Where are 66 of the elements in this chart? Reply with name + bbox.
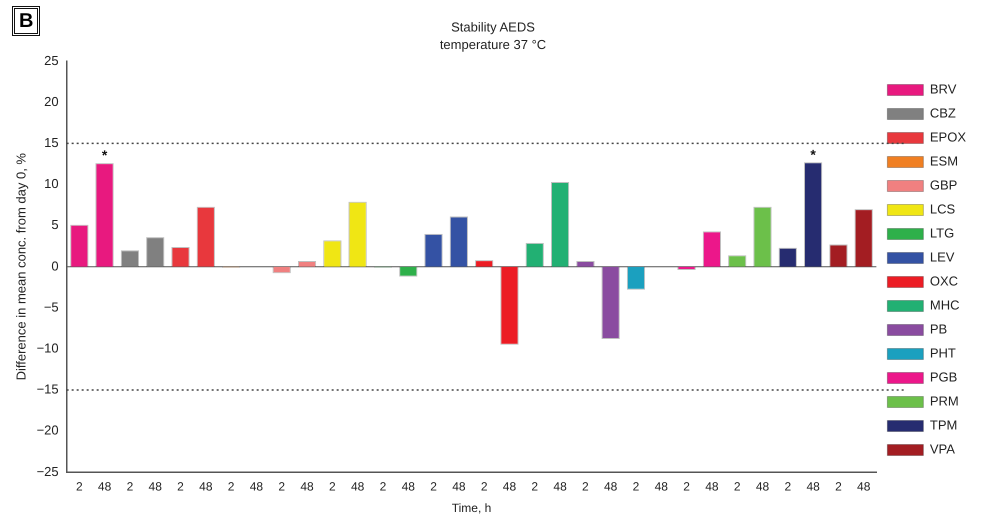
x-tick-label: 48 <box>250 480 264 494</box>
legend-label: GBP <box>930 178 958 193</box>
legend-label: PGB <box>930 370 958 385</box>
legend-label: LCS <box>930 202 956 217</box>
x-tick-label: 48 <box>300 480 314 494</box>
legend-label: LEV <box>930 250 955 265</box>
legend-label: CBZ <box>930 106 956 121</box>
y-tick-label: 0 <box>51 258 59 274</box>
x-tick-label: 2 <box>278 480 286 494</box>
x-tick-label: 48 <box>502 480 516 494</box>
x-tick-label: 48 <box>806 480 820 494</box>
x-tick-label: 2 <box>683 480 690 494</box>
x-tick-label: 48 <box>98 480 112 494</box>
legend-label: LTG <box>930 226 954 241</box>
chart-title: Stability AEDS <box>451 19 536 34</box>
x-tick-label: 2 <box>380 480 387 494</box>
x-tick-label: 2 <box>177 480 184 494</box>
x-tick-label: 2 <box>632 480 640 494</box>
x-tick-label: 2 <box>784 480 792 494</box>
legend-label: ESM <box>930 154 958 169</box>
legend-label: TPM <box>930 418 958 433</box>
x-tick-label: 48 <box>350 480 365 494</box>
x-tick-label: 48 <box>199 480 213 494</box>
chart-subtitle: temperature 37 °C <box>440 36 546 52</box>
y-tick-label: −25 <box>36 464 59 479</box>
x-tick-label: 2 <box>734 480 741 494</box>
x-tick-label: 48 <box>654 480 668 494</box>
y-tick-label: 10 <box>44 176 59 192</box>
y-tick-label: 20 <box>44 94 59 109</box>
x-tick-label: 48 <box>452 480 466 494</box>
legend-label: VPA <box>930 442 956 457</box>
x-tick-label: 2 <box>480 480 488 494</box>
legend-label: EPOX <box>930 130 966 145</box>
y-tick-label: −15 <box>36 382 59 397</box>
y-tick-label: 15 <box>44 134 59 150</box>
legend-label: PHT <box>930 346 956 361</box>
y-tick-label: 25 <box>44 52 59 68</box>
annotation: * <box>810 146 816 162</box>
legend-label: PB <box>930 322 948 337</box>
x-tick-label: 48 <box>604 480 618 494</box>
x-tick-label: 2 <box>228 480 235 494</box>
x-tick-label: 48 <box>756 480 770 494</box>
x-tick-label: 2 <box>835 480 842 494</box>
y-tick-label: 5 <box>51 217 59 232</box>
annotation: * <box>102 147 108 164</box>
x-tick-label: 2 <box>531 480 538 494</box>
x-axis-title: Time, h <box>452 501 492 516</box>
x-tick-label: 48 <box>402 480 416 494</box>
x-tick-label: 2 <box>126 480 134 494</box>
x-tick-label: 2 <box>329 480 336 494</box>
x-tick-label: 2 <box>76 480 83 494</box>
y-axis-title: Difference in mean conc. from day 0, % <box>13 152 28 380</box>
x-tick-label: 2 <box>582 480 590 494</box>
x-tick-label: 2 <box>430 480 438 494</box>
x-tick-label: 48 <box>857 480 871 494</box>
x-tick-label: 48 <box>553 480 568 494</box>
y-tick-label: −20 <box>36 422 59 438</box>
legend-label: PRM <box>930 394 959 409</box>
legend-label: MHC <box>930 298 960 313</box>
x-tick-label: 48 <box>705 480 719 494</box>
legend-label: OXC <box>930 274 958 289</box>
y-tick-label: −10 <box>36 340 59 356</box>
legend-label: BRV <box>930 82 957 97</box>
x-tick-label: 48 <box>148 480 162 494</box>
text: B <box>12 6 40 36</box>
y-tick-label: −5 <box>44 299 59 314</box>
